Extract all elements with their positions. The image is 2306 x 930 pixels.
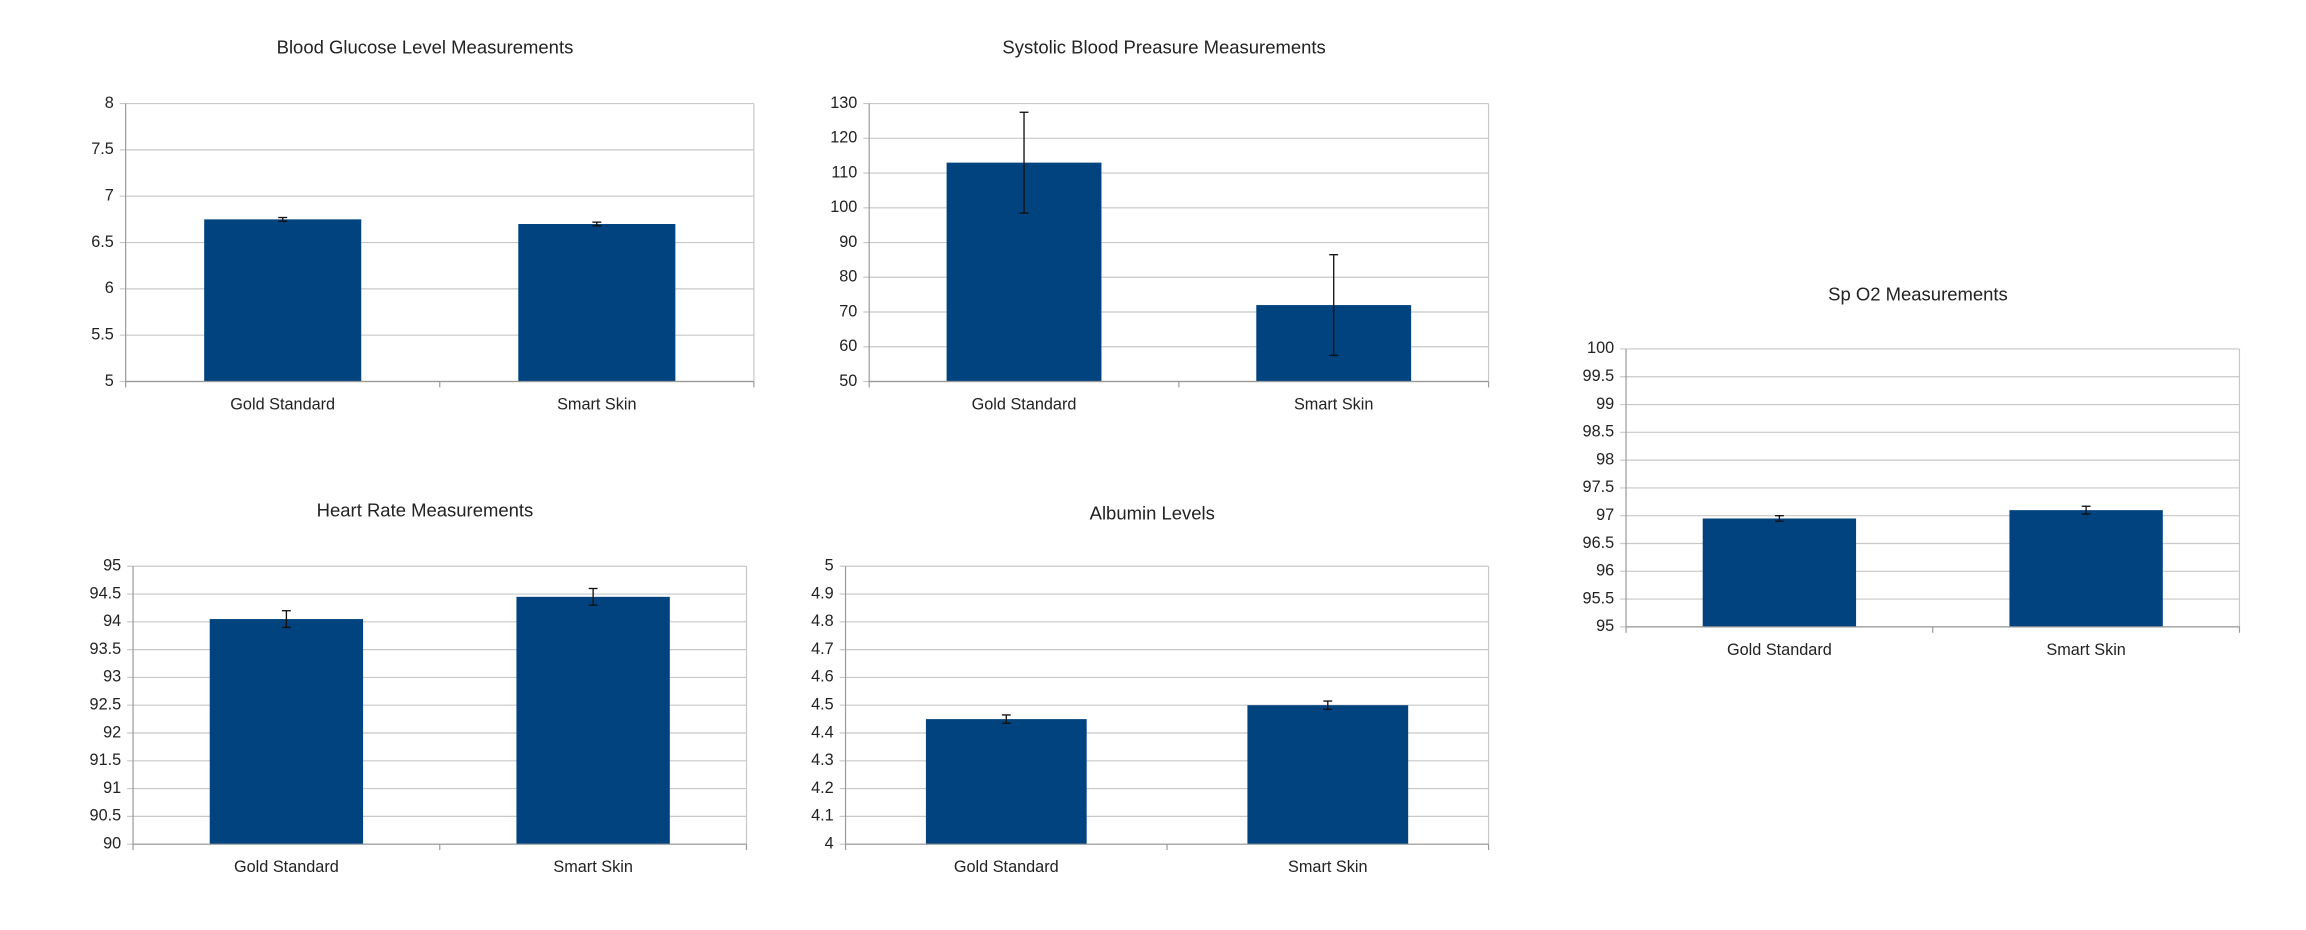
y-tick-label: 91 <box>103 779 121 797</box>
y-tick-label: 5 <box>105 372 114 390</box>
y-tick-label: 4.5 <box>811 696 834 714</box>
x-tick-label: Gold Standard <box>954 858 1059 876</box>
y-tick-label: 92.5 <box>90 696 122 714</box>
y-tick-label: 130 <box>830 94 857 112</box>
error-bar <box>1329 254 1339 357</box>
y-tick-label: 99 <box>1596 395 1614 413</box>
x-tick-label: Smart Skin <box>557 395 636 413</box>
y-tick-label: 5 <box>825 557 834 575</box>
error-bar <box>592 221 602 227</box>
bar <box>1702 518 1857 627</box>
y-tick-label: 97.5 <box>1583 478 1615 496</box>
chart-title: Systolic Blood Preasure Measurements <box>1002 37 1325 58</box>
y-tick-label: 94.5 <box>90 584 122 602</box>
y-tick-label: 70 <box>839 302 857 320</box>
chart-title: Heart Rate Measurements <box>317 499 534 520</box>
y-tick-label: 8 <box>105 94 114 112</box>
y-tick-label: 4.1 <box>811 807 834 825</box>
x-tick-label: Smart Skin <box>2046 641 2125 659</box>
error-bar <box>1323 700 1333 711</box>
y-tick-label: 7.5 <box>91 140 114 158</box>
y-tick-label: 99.5 <box>1583 367 1615 385</box>
y-tick-label: 4.3 <box>811 751 834 769</box>
y-tick-label: 4.4 <box>811 723 834 741</box>
y-tick-label: 97 <box>1596 506 1614 524</box>
error-bar <box>278 216 288 222</box>
y-tick-label: 90 <box>103 834 121 852</box>
y-tick-label: 6 <box>105 279 114 297</box>
y-tick-label: 4.6 <box>811 668 834 686</box>
bar <box>1247 705 1409 845</box>
y-tick-label: 95 <box>103 557 121 575</box>
y-tick-label: 5.5 <box>91 325 114 343</box>
y-tick-label: 96.5 <box>1583 534 1615 552</box>
chart-title: Blood Glucose Level Measurements <box>277 37 574 58</box>
error-bar <box>1001 714 1011 724</box>
y-tick-label: 7 <box>105 187 114 205</box>
bar <box>925 719 1087 845</box>
y-tick-label: 90.5 <box>90 807 122 825</box>
y-tick-label: 4 <box>825 834 834 852</box>
error-bar <box>281 610 291 629</box>
y-tick-label: 120 <box>830 129 857 147</box>
x-tick-label: Gold Standard <box>230 395 335 413</box>
bar <box>204 219 362 382</box>
x-tick-label: Gold Standard <box>234 858 339 876</box>
x-tick-label: Smart Skin <box>1288 858 1367 876</box>
y-tick-label: 93.5 <box>90 640 122 658</box>
bar <box>516 596 670 845</box>
error-bar <box>2081 505 2091 515</box>
y-tick-label: 98 <box>1596 450 1614 468</box>
y-tick-label: 4.8 <box>811 612 834 630</box>
y-tick-label: 4.9 <box>811 584 834 602</box>
y-tick-label: 90 <box>839 233 857 251</box>
y-tick-label: 110 <box>831 163 857 181</box>
x-tick-label: Smart Skin <box>553 858 632 876</box>
y-tick-label: 95.5 <box>1583 589 1615 607</box>
y-tick-label: 98.5 <box>1583 423 1615 441</box>
y-tick-label: 96 <box>1596 562 1614 580</box>
y-tick-label: 93 <box>103 668 121 686</box>
error-bar <box>1774 515 1784 522</box>
x-tick-label: Gold Standard <box>1727 641 1832 659</box>
y-tick-label: 100 <box>1587 339 1614 357</box>
y-tick-label: 94 <box>103 612 121 630</box>
y-tick-label: 91.5 <box>90 751 122 769</box>
chart-title: Albumin Levels <box>1090 502 1215 523</box>
error-bar <box>588 587 598 606</box>
y-tick-label: 100 <box>830 198 857 216</box>
x-tick-label: Gold Standard <box>972 395 1077 413</box>
y-tick-label: 6.5 <box>91 233 114 251</box>
bar <box>209 619 364 845</box>
y-tick-label: 4.7 <box>811 640 834 658</box>
error-bar <box>1019 111 1029 214</box>
y-tick-label: 50 <box>839 372 857 390</box>
y-tick-label: 80 <box>839 268 857 286</box>
x-tick-label: Smart Skin <box>1294 395 1373 413</box>
y-tick-label: 95 <box>1596 617 1614 635</box>
y-tick-label: 92 <box>103 723 121 741</box>
bar <box>2009 510 2163 627</box>
chart-title: Sp O2 Measurements <box>1828 284 2008 305</box>
y-tick-label: 4.2 <box>811 779 834 797</box>
bar <box>518 224 676 382</box>
y-tick-label: 60 <box>839 337 857 355</box>
